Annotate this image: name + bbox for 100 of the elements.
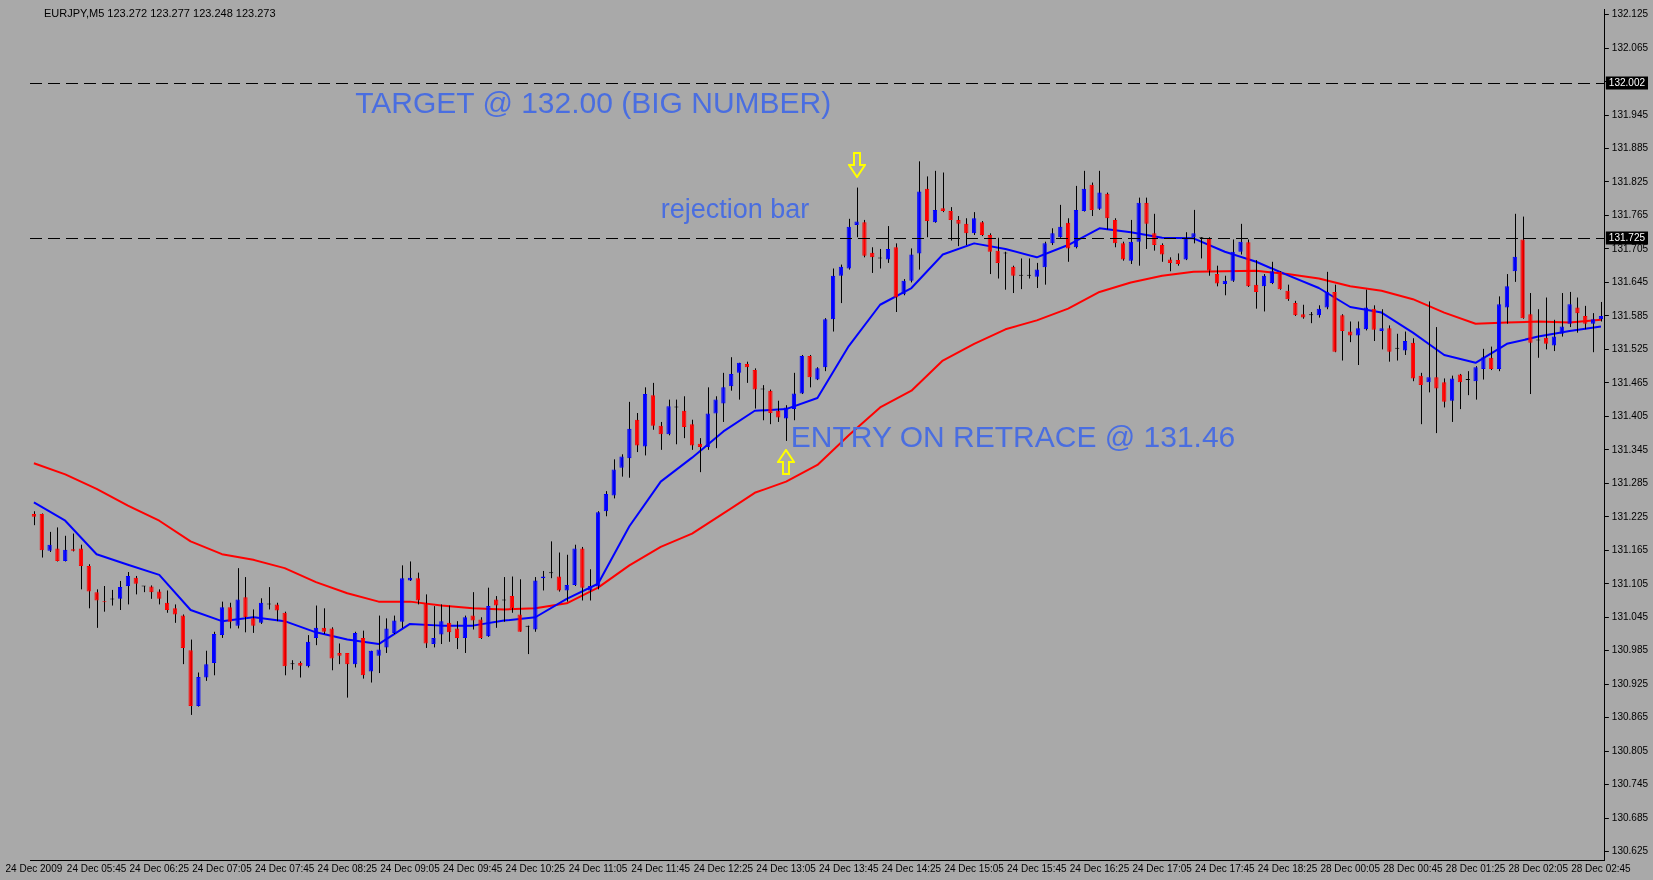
- x-tick-label: 24 Dec 17:05: [1132, 862, 1193, 874]
- y-tick-label: 132.125: [1611, 8, 1649, 20]
- candlestick: [243, 576, 248, 633]
- candlestick: [940, 172, 945, 213]
- candlestick: [1442, 377, 1447, 408]
- candlestick: [337, 642, 342, 665]
- candlestick: [1481, 348, 1486, 381]
- candlestick: [713, 395, 718, 449]
- candlestick: [454, 620, 460, 650]
- candlestick: [251, 608, 256, 634]
- x-tick-label: 24 Dec 12:25: [693, 862, 754, 874]
- y-tick-label: 131.165: [1611, 544, 1649, 556]
- x-tick-label: 24 Dec 15:05: [944, 862, 1005, 874]
- x-tick-label: 24 Dec 18:25: [1257, 862, 1318, 874]
- candlestick: [1340, 313, 1345, 362]
- y-tick-label: 131.225: [1611, 510, 1649, 522]
- y-tick-label: 130.745: [1611, 778, 1649, 790]
- x-tick-label: 28 Dec 02:45: [1571, 862, 1632, 874]
- candlestick: [807, 354, 812, 388]
- candlestick: [1387, 324, 1392, 363]
- x-tick-label: 28 Dec 01:25: [1445, 862, 1506, 874]
- x-tick-label: 24 Dec 07:05: [192, 862, 253, 874]
- candlestick: [1269, 261, 1275, 285]
- x-tick-label: 24 Dec 11:05: [568, 862, 628, 874]
- y-tick-label: 131.105: [1611, 577, 1649, 589]
- candlestick: [1160, 242, 1165, 263]
- y-tick-label: 131.705: [1611, 242, 1649, 254]
- y-tick-label: 131.945: [1611, 108, 1649, 120]
- x-tick-label: 24 Dec 14:25: [881, 862, 942, 874]
- x-tick-label: 24 Dec 07:45: [254, 862, 315, 874]
- x-tick-label: 24 Dec 16:25: [1069, 862, 1130, 874]
- y-tick-label: 132.065: [1611, 41, 1649, 53]
- x-tick-label: 24 Dec 10:25: [505, 862, 566, 874]
- candlestick: [1426, 300, 1431, 393]
- y-tick-label: 130.625: [1611, 845, 1649, 857]
- candlestick: [783, 404, 789, 442]
- annotation: TARGET @ 132.00 (BIG NUMBER): [355, 85, 832, 119]
- y-tick-label: 131.825: [1611, 175, 1649, 187]
- chart-title: EURJPY,M5 123.272 123.277 123.248 123.273: [44, 6, 276, 19]
- annotation: rejection bar: [660, 194, 810, 225]
- y-tick-label: 131.345: [1611, 443, 1649, 455]
- x-tick-label: 28 Dec 00:45: [1383, 862, 1444, 874]
- candlestick: [117, 580, 123, 611]
- x-tick-label: 24 Dec 09:05: [380, 862, 441, 874]
- candlestick: [1379, 308, 1384, 350]
- y-tick-label: 130.685: [1611, 811, 1649, 823]
- x-tick-label: 28 Dec 00:05: [1320, 862, 1381, 874]
- x-tick-label: 24 Dec 06:25: [129, 862, 190, 874]
- ref-line-label: 132.002: [1608, 77, 1646, 89]
- candlestick: [478, 616, 483, 640]
- y-tick-label: 131.645: [1611, 276, 1649, 288]
- candlestick: [1402, 331, 1408, 356]
- x-tick-label: 24 Dec 15:45: [1007, 862, 1067, 874]
- y-tick-label: 131.525: [1611, 343, 1649, 355]
- candlestick: [1434, 326, 1439, 434]
- candlestick: [1324, 271, 1329, 310]
- candlestick: [321, 607, 326, 635]
- candlestick: [1042, 241, 1047, 286]
- candlestick: [995, 237, 1000, 280]
- candlestick: [94, 588, 99, 629]
- y-tick-label: 130.985: [1611, 644, 1649, 656]
- y-tick-label: 131.045: [1611, 611, 1649, 623]
- candlestick: [768, 389, 773, 425]
- y-tick-label: 130.865: [1611, 711, 1649, 723]
- x-tick-label: 24 Dec 17:45: [1195, 862, 1256, 874]
- x-tick-label: 28 Dec 02:05: [1508, 862, 1569, 874]
- x-tick-label: 24 Dec 08:25: [317, 862, 378, 874]
- candlestick: [204, 650, 209, 682]
- candlestick: [1504, 273, 1510, 325]
- candlestick: [227, 602, 232, 629]
- y-tick-label: 130.925: [1611, 677, 1649, 689]
- x-tick-label: 24 Dec 09:45: [442, 862, 503, 874]
- candlestick: [791, 372, 797, 421]
- x-tick-label: 24 Dec 11:45: [631, 862, 691, 874]
- candlestick: [1567, 291, 1572, 328]
- candlestick: [752, 367, 757, 410]
- candlestick: [1473, 365, 1478, 401]
- candlestick: [1590, 312, 1596, 353]
- y-tick-label: 131.885: [1611, 142, 1649, 154]
- y-tick-label: 131.285: [1611, 477, 1649, 489]
- candlestick: [1097, 170, 1102, 211]
- y-tick-label: 131.765: [1611, 209, 1649, 221]
- candlestick: [1120, 241, 1126, 262]
- candlestick: [1575, 297, 1580, 334]
- y-tick-label: 131.465: [1611, 376, 1649, 388]
- x-tick-label: 24 Dec 2009: [5, 862, 63, 874]
- candlestick: [55, 526, 60, 562]
- x-tick-label: 24 Dec 13:05: [756, 862, 817, 874]
- candlestick: [47, 531, 52, 553]
- candlestick: [854, 187, 859, 238]
- y-tick-label: 131.585: [1611, 309, 1649, 321]
- x-tick-label: 24 Dec 13:45: [819, 862, 879, 874]
- y-tick-label: 130.805: [1611, 744, 1649, 756]
- candlestick: [619, 453, 624, 478]
- y-tick-label: 131.405: [1611, 410, 1649, 422]
- ref-line-label: 131.725: [1608, 232, 1646, 244]
- candlestick: [1583, 305, 1588, 330]
- candlestick: [721, 372, 726, 423]
- candlestick: [274, 602, 279, 622]
- x-tick-label: 24 Dec 05:45: [66, 862, 127, 874]
